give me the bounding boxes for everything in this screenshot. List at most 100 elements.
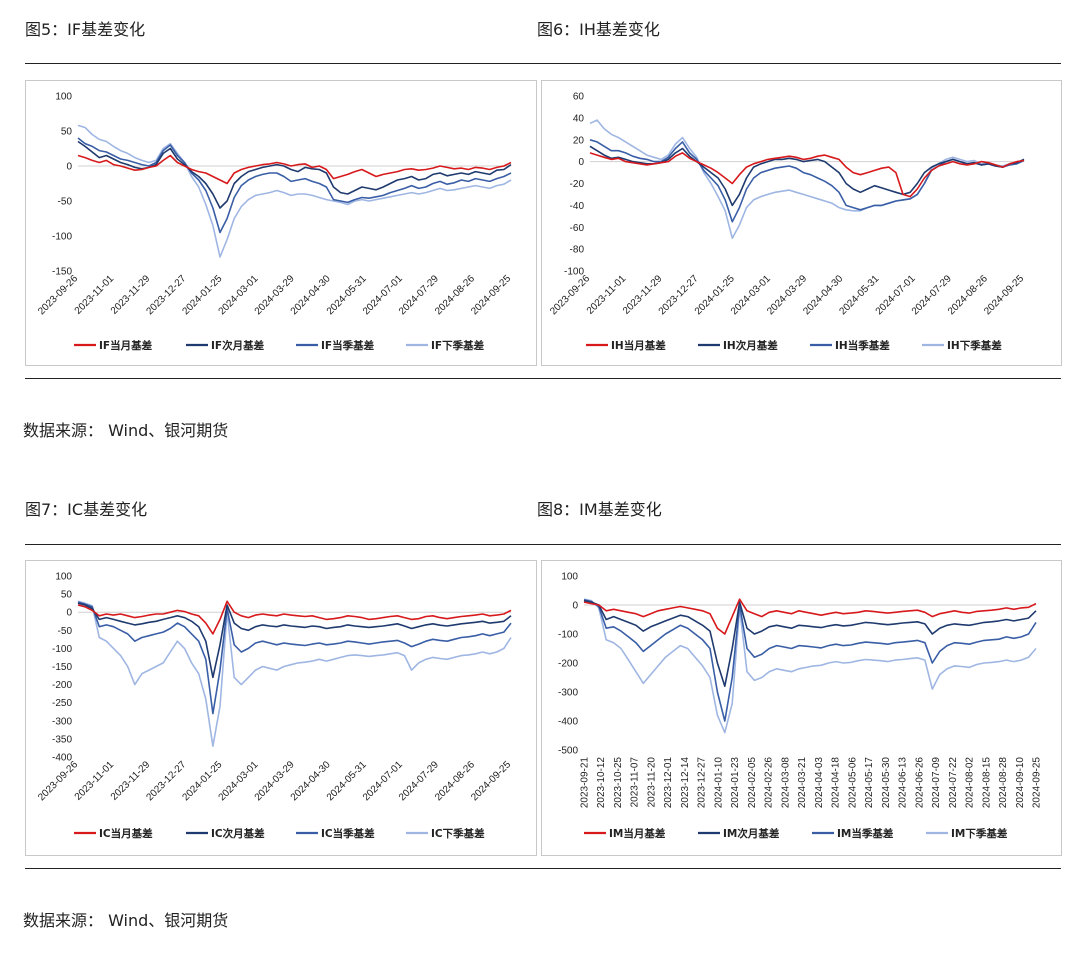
- legend-label: IC下季基差: [431, 827, 485, 840]
- legend-label: IH下季基差: [947, 339, 1002, 352]
- top-rule-2: [25, 378, 1061, 379]
- series-line-3: [77, 600, 512, 747]
- y-tick-label: -60: [570, 223, 585, 234]
- x-tick-label: 2024-01-10: [713, 757, 724, 809]
- x-tick-label: 2024-08-02: [965, 757, 976, 809]
- y-tick-label: -50: [58, 626, 73, 637]
- y-tick-label: -100: [52, 644, 72, 655]
- y-tick-label: -150: [52, 267, 72, 278]
- y-tick-label: 100: [561, 572, 578, 583]
- bottom-rule-2: [25, 868, 1061, 869]
- figure-6-title: 图6：IH基差变化: [537, 20, 660, 39]
- x-tick-label: 2024-01-23: [730, 757, 741, 809]
- legend-label: IC当季基差: [321, 827, 375, 840]
- series-line-1: [77, 140, 512, 209]
- chart-panel-if: 100 50 0 -50 -100 -150 2023-09-26 2023-11-01 202…: [25, 80, 537, 366]
- x-tick-label: 2024-09-25: [1032, 757, 1043, 809]
- x-tick-label: 2024-09-25: [469, 759, 513, 803]
- y-tick-label: -400: [52, 753, 72, 764]
- figure-8-title: 图8：IM基差变化: [537, 500, 662, 519]
- y-tick-label: 20: [573, 135, 585, 146]
- y-tick-label: 100: [55, 92, 72, 103]
- x-tick-label: 2024-03-08: [780, 757, 791, 809]
- x-tick-label: 2024-06-13: [898, 757, 909, 809]
- series-line-2: [589, 139, 1025, 223]
- series-line-1: [583, 599, 1037, 687]
- legend-label: IM次月基差: [723, 827, 780, 840]
- series-line-1: [77, 602, 512, 679]
- x-tick-label: 2023-09-21: [580, 757, 591, 809]
- x-tick-label: 2024-08-15: [981, 757, 992, 809]
- x-tick-label: 2023-12-01: [663, 757, 674, 809]
- x-tick-label: 2024-04-03: [814, 757, 825, 809]
- y-tick-label: -300: [558, 688, 578, 699]
- x-tick-label: 2024-05-30: [881, 757, 892, 809]
- y-tick-label: 0: [572, 601, 578, 612]
- y-tick-label: -50: [58, 197, 73, 208]
- legend-label: IF次月基差: [211, 339, 265, 352]
- x-tick-label: 2024-07-22: [948, 757, 959, 809]
- x-tick-label: 2024-05-17: [864, 757, 875, 809]
- y-tick-label: -150: [52, 662, 72, 673]
- series-line-3: [589, 119, 1025, 239]
- x-tick-label: 2024-09-10: [1015, 757, 1026, 809]
- y-tick-label: -400: [558, 717, 578, 728]
- source-note-top: 数据来源： Wind、银河期货: [23, 421, 229, 440]
- x-tick-label: 2024-05-06: [847, 757, 858, 809]
- x-tick-label: 2024-08-28: [998, 757, 1009, 809]
- y-tick-label: 50: [61, 590, 73, 601]
- y-tick-label: 0: [66, 608, 72, 619]
- x-tick-label: 2024-02-05: [747, 757, 758, 809]
- x-tick-label: 2023-12-14: [680, 757, 691, 809]
- legend-label: IH次月基差: [723, 339, 778, 352]
- y-tick-label: -100: [52, 232, 72, 243]
- y-tick-label: -500: [558, 746, 578, 757]
- figure-5-title: 图5：IF基差变化: [25, 20, 146, 39]
- x-tick-label: 2024-07-09: [931, 757, 942, 809]
- chart-panel-ic: 100 50 0 -50 -100 -150 -200 -250 -300 -350 -400 202…: [25, 560, 537, 856]
- x-tick-label: 2023-10-25: [613, 757, 624, 809]
- y-tick-label: 0: [578, 157, 584, 168]
- y-tick-label: -300: [52, 716, 72, 727]
- series-line-2: [583, 599, 1037, 722]
- x-tick-label: 2023-12-27: [697, 757, 708, 809]
- y-tick-label: 50: [61, 127, 73, 138]
- y-tick-label: -200: [558, 659, 578, 670]
- x-tick-label: 2024-02-26: [764, 757, 775, 809]
- x-tick-label: 2024-09-25: [469, 273, 513, 317]
- bottom-rule-1: [25, 544, 1061, 545]
- legend-label: IH当月基差: [611, 339, 666, 352]
- legend-label: IF当季基差: [321, 339, 375, 352]
- legend-label: IM当月基差: [609, 827, 666, 840]
- legend-label: IM当季基差: [837, 827, 894, 840]
- x-tick-label: 2024-06-26: [914, 757, 925, 809]
- y-tick-label: -100: [564, 267, 584, 278]
- figure-7-title: 图7：IC基差变化: [25, 500, 148, 519]
- source-note-bottom: 数据来源： Wind、银河期货: [23, 911, 229, 930]
- y-tick-label: 40: [573, 113, 585, 124]
- x-tick-label: 2024-09-25: [982, 273, 1026, 317]
- x-tick-label: 2023-11-07: [630, 757, 641, 808]
- legend-label: IH当季基差: [835, 339, 890, 352]
- series-line-1: [589, 145, 1025, 207]
- top-rule-1: [25, 63, 1061, 64]
- series-line-3: [583, 598, 1037, 734]
- chart-panel-im: 100 0 -100 -200 -300 -400 -500 2023-09-21 2023-1…: [541, 560, 1062, 856]
- y-tick-label: -80: [570, 245, 585, 256]
- y-tick-label: -350: [52, 734, 72, 745]
- legend-label: IC当月基差: [99, 827, 153, 840]
- y-tick-label: -200: [52, 680, 72, 691]
- chart-if-basis: 100500-50-100-1502023-09-262023-11-01202…: [36, 92, 513, 353]
- y-tick-label: -100: [558, 630, 578, 641]
- chart-panel-ih: 60 40 20 0 -20 -40 -60 -80 -100 2023-09-26 2023-11…: [541, 80, 1062, 366]
- x-tick-label: 2023-10-12: [596, 757, 607, 809]
- y-tick-label: 0: [66, 162, 72, 173]
- legend-label: IC次月基差: [211, 827, 265, 840]
- series-line-2: [77, 601, 512, 715]
- y-tick-label: -250: [52, 698, 72, 709]
- y-tick-label: 60: [573, 92, 585, 103]
- x-tick-label: 2024-04-18: [831, 757, 842, 809]
- y-tick-label: -20: [570, 179, 585, 190]
- legend-label: IM下季基差: [951, 827, 1008, 840]
